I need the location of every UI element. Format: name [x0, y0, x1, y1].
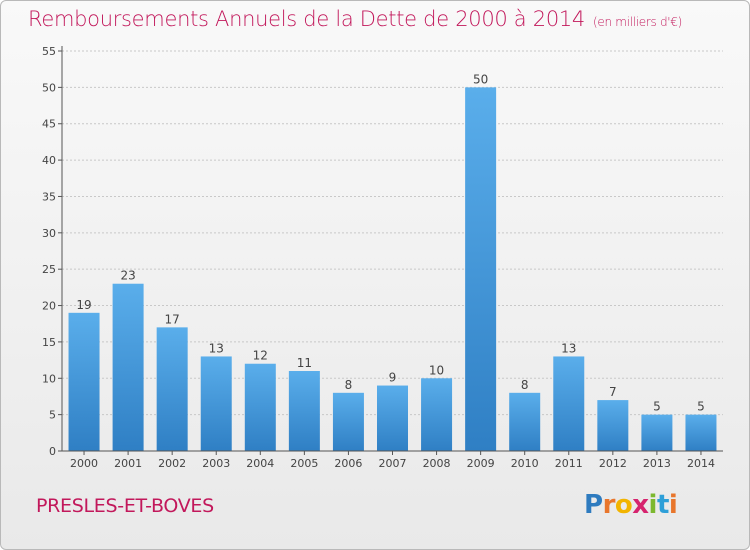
title-text: Remboursements Annuels de la Dette de 20…: [28, 7, 585, 31]
bar-2013: [641, 414, 673, 451]
x-tick-label: 2002: [158, 457, 186, 470]
bar-value-label: 13: [561, 341, 576, 355]
y-tick-label: 40: [42, 154, 56, 167]
y-tick-label: 20: [42, 300, 56, 313]
bar-2000: [68, 312, 100, 451]
y-tick-label: 15: [42, 336, 56, 349]
x-tick-label: 2005: [290, 457, 318, 470]
y-tick-label: 5: [49, 409, 56, 422]
bar-2011: [553, 356, 585, 451]
y-tick-label: 55: [42, 45, 56, 58]
x-tick-label: 2000: [70, 457, 98, 470]
bar-2004: [244, 363, 276, 451]
bar-2002: [156, 327, 188, 451]
bars: [68, 87, 717, 451]
bar-value-label: 13: [209, 341, 224, 355]
x-tick-label: 2008: [423, 457, 451, 470]
bar-2012: [597, 400, 629, 451]
bar-2009: [465, 87, 497, 451]
x-tick-label: 2007: [379, 457, 407, 470]
bar-value-label: 8: [345, 378, 353, 392]
x-tick-label: 2001: [114, 457, 142, 470]
bar-2014: [685, 414, 717, 451]
bar-value-label: 11: [297, 356, 312, 370]
bar-2003: [200, 356, 232, 451]
y-tick-label: 0: [49, 445, 56, 458]
bar-value-label: 50: [473, 72, 488, 86]
bar-value-label: 7: [609, 385, 617, 399]
x-tick-label: 2006: [334, 457, 362, 470]
bar-2001: [112, 283, 144, 451]
bar-value-label: 17: [165, 312, 180, 326]
x-tick-label: 2009: [467, 457, 495, 470]
y-tick-label: 35: [42, 190, 56, 203]
bar-value-label: 23: [120, 269, 135, 283]
bar-value-label: 19: [76, 298, 91, 312]
x-tick-label: 2004: [246, 457, 274, 470]
x-tick-label: 2003: [202, 457, 230, 470]
town-name: PRESLES-ET-BOVES: [36, 495, 214, 517]
x-tick-label: 2012: [599, 457, 627, 470]
bar-2008: [421, 378, 453, 451]
y-tick-label: 45: [42, 118, 56, 131]
bar-value-label: 8: [521, 378, 529, 392]
bar-2006: [332, 392, 364, 451]
x-tick-label: 2014: [687, 457, 715, 470]
y-tick-label: 10: [42, 372, 56, 385]
chart-title: Remboursements Annuels de la Dette de 20…: [28, 7, 682, 31]
bar-2010: [509, 392, 541, 451]
proxiti-logo: Proxiti: [584, 490, 678, 520]
y-tick-label: 25: [42, 263, 56, 276]
bar-value-label: 5: [653, 400, 661, 414]
y-tick-label: 30: [42, 227, 56, 240]
unit-note: (en milliers d'€): [593, 15, 683, 29]
x-tick-label: 2013: [643, 457, 671, 470]
bar-2007: [377, 385, 408, 451]
bar-value-label: 5: [697, 400, 705, 414]
bar-value-label: 12: [253, 349, 268, 363]
x-tick-label: 2010: [511, 457, 539, 470]
bar-value-label: 10: [429, 363, 444, 377]
x-tick-label: 2011: [555, 457, 583, 470]
bar-2005: [288, 371, 320, 451]
value-labels: 19 23 17 13 12 11 8 9 10 50 8 13 7 5 5: [76, 72, 704, 413]
y-tick-label: 50: [42, 81, 56, 94]
bar-value-label: 9: [389, 371, 397, 385]
